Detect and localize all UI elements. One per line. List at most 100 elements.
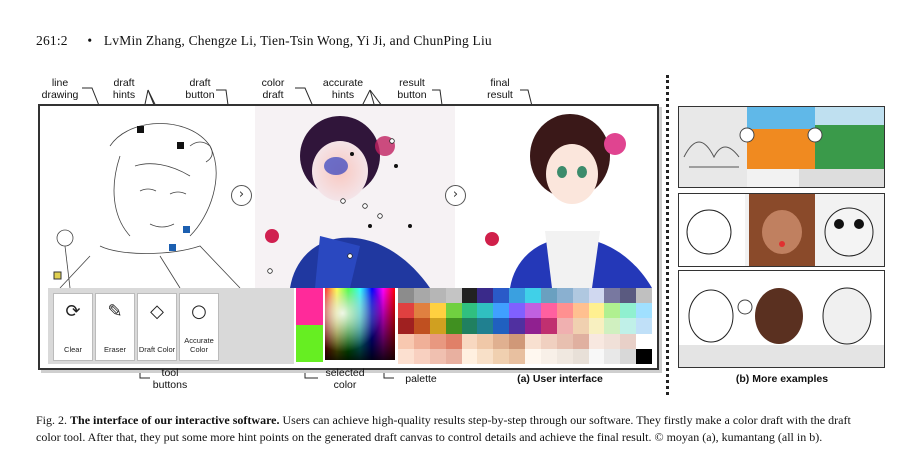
palette-swatch[interactable] [572, 348, 589, 364]
palette-swatch[interactable] [588, 288, 605, 304]
palette-swatch[interactable] [477, 288, 494, 304]
eraser-button[interactable]: ✎ Eraser [95, 293, 135, 361]
palette-swatch[interactable] [556, 303, 573, 319]
palette-swatch[interactable] [413, 303, 430, 319]
palette-swatch[interactable] [540, 318, 557, 334]
palette-swatch[interactable] [445, 318, 462, 334]
caption-prefix: Fig. 2. [36, 413, 68, 427]
clear-button[interactable]: ⟳ Clear [53, 293, 93, 361]
draft-color-button[interactable]: ◇ Draft Color [137, 293, 177, 361]
palette-swatch[interactable] [572, 303, 589, 319]
bullet: • [87, 33, 93, 48]
palette-swatch[interactable] [477, 318, 494, 334]
selected-color-secondary [296, 325, 323, 362]
draft-button[interactable]: › [231, 185, 252, 206]
palette-swatch[interactable] [636, 303, 652, 319]
palette-swatch[interactable] [477, 348, 494, 364]
caption-title: The interface of our interactive softwar… [70, 413, 280, 427]
palette-swatch[interactable] [525, 288, 541, 304]
palette-swatch[interactable] [540, 288, 557, 304]
palette-swatch[interactable] [493, 288, 510, 304]
palette-swatch[interactable] [493, 318, 510, 334]
palette-swatch[interactable] [604, 333, 621, 349]
palette-swatch[interactable] [509, 348, 525, 364]
palette-swatch[interactable] [572, 318, 589, 334]
palette-swatch[interactable] [604, 348, 621, 364]
palette-swatch[interactable] [445, 348, 462, 364]
line-drawing-sketch [56, 123, 241, 289]
palette-swatch[interactable] [572, 333, 589, 349]
palette-swatch[interactable] [445, 288, 462, 304]
palette-swatch[interactable] [636, 288, 652, 304]
palette-swatch[interactable] [588, 303, 605, 319]
palette-swatch[interactable] [461, 303, 478, 319]
color-picker[interactable] [325, 288, 395, 360]
palette-swatch[interactable] [620, 303, 637, 319]
caption-body: Users can achieve high-quality results s… [36, 413, 851, 444]
palette-swatch[interactable] [461, 288, 478, 304]
palette-swatch[interactable] [413, 348, 430, 364]
selected-color-swatch[interactable] [296, 288, 323, 362]
palette-swatch[interactable] [509, 333, 525, 349]
palette-swatch[interactable] [461, 348, 478, 364]
palette-swatch[interactable] [413, 288, 430, 304]
palette-swatch[interactable] [525, 348, 541, 364]
palette-swatch[interactable] [525, 303, 541, 319]
result-button[interactable]: › [445, 185, 466, 206]
palette-swatch[interactable] [636, 348, 652, 364]
palette-swatch[interactable] [540, 348, 557, 364]
subcaption-b: (b) More examples [735, 373, 829, 385]
palette-swatch[interactable] [429, 303, 446, 319]
subcaption-a: (a) User interface [517, 373, 603, 385]
palette-swatch[interactable] [556, 333, 573, 349]
palette-swatch[interactable] [509, 318, 525, 334]
palette-swatch[interactable] [398, 348, 414, 364]
palette-swatch[interactable] [540, 303, 557, 319]
palette-swatch[interactable] [477, 333, 494, 349]
palette-swatch[interactable] [588, 333, 605, 349]
palette-swatch[interactable] [493, 348, 510, 364]
palette-swatch[interactable] [620, 348, 637, 364]
palette-swatch[interactable] [429, 348, 446, 364]
circle-icon: ○ [191, 301, 207, 322]
palette-swatch[interactable] [588, 348, 605, 364]
palette-swatch[interactable] [636, 333, 652, 349]
label-selected-color: selected color [325, 367, 365, 391]
palette-swatch[interactable] [413, 333, 430, 349]
palette-swatch[interactable] [556, 348, 573, 364]
palette-swatch[interactable] [429, 318, 446, 334]
palette-swatch[interactable] [588, 318, 605, 334]
palette-swatch[interactable] [429, 333, 446, 349]
palette-swatch[interactable] [398, 333, 414, 349]
palette-swatch[interactable] [620, 288, 637, 304]
palette-swatch[interactable] [540, 333, 557, 349]
palette-swatch[interactable] [429, 288, 446, 304]
palette-swatch[interactable] [572, 288, 589, 304]
palette-swatch[interactable] [556, 288, 573, 304]
artwork-canvas [53, 106, 652, 289]
palette-swatch[interactable] [493, 333, 510, 349]
palette-swatch[interactable] [509, 288, 525, 304]
palette-swatch[interactable] [398, 303, 414, 319]
palette-swatch[interactable] [636, 318, 652, 334]
palette-swatch[interactable] [445, 303, 462, 319]
palette-swatch[interactable] [604, 318, 621, 334]
palette-swatch[interactable] [413, 318, 430, 334]
palette-swatch[interactable] [398, 318, 414, 334]
palette-swatch[interactable] [525, 333, 541, 349]
palette-swatch[interactable] [620, 318, 637, 334]
palette-swatch[interactable] [604, 288, 621, 304]
accurate-color-button[interactable]: ○ Accurate Color [179, 293, 219, 361]
palette-swatch[interactable] [525, 318, 541, 334]
palette-swatch[interactable] [477, 303, 494, 319]
palette-swatch[interactable] [398, 288, 414, 304]
palette-swatch[interactable] [461, 318, 478, 334]
palette-swatch[interactable] [620, 333, 637, 349]
palette-swatch[interactable] [556, 318, 573, 334]
palette-swatch[interactable] [461, 333, 478, 349]
palette-swatch[interactable] [493, 303, 510, 319]
palette-swatch[interactable] [604, 303, 621, 319]
palette-swatch[interactable] [509, 303, 525, 319]
palette-swatch[interactable] [445, 333, 462, 349]
label-color-draft: color draft [261, 77, 285, 101]
